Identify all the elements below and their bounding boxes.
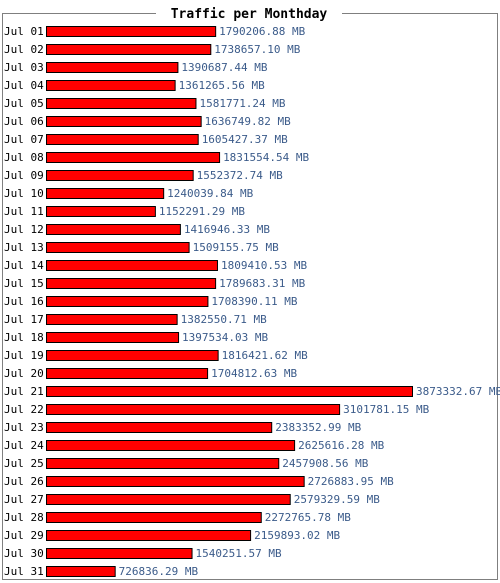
traffic-bar xyxy=(46,422,273,433)
day-label: Jul 08 xyxy=(4,151,44,164)
day-label: Jul 12 xyxy=(4,223,44,236)
day-label: Jul 25 xyxy=(4,457,44,470)
traffic-bar xyxy=(46,296,209,307)
traffic-bar xyxy=(46,530,252,541)
value-label: 1581771.24 MB xyxy=(199,97,285,110)
day-label: Jul 26 xyxy=(4,475,44,488)
chart-title: Traffic per Monthday xyxy=(171,7,328,22)
day-label: Jul 09 xyxy=(4,169,44,182)
value-label: 726836.29 MB xyxy=(119,565,199,578)
chart-title-background xyxy=(156,5,342,21)
day-label: Jul 16 xyxy=(4,295,44,308)
value-label: 1552372.74 MB xyxy=(197,169,283,182)
value-label: 1416946.33 MB xyxy=(184,223,270,236)
traffic-bar xyxy=(46,116,202,127)
day-label: Jul 30 xyxy=(4,547,44,560)
value-label: 2457908.56 MB xyxy=(282,457,368,470)
value-label: 1790206.88 MB xyxy=(219,25,305,38)
value-label: 2726883.95 MB xyxy=(308,475,394,488)
traffic-bar xyxy=(46,26,217,37)
value-label: 3101781.15 MB xyxy=(343,403,429,416)
traffic-bar xyxy=(46,62,179,73)
day-label: Jul 06 xyxy=(4,115,44,128)
traffic-bar xyxy=(46,260,218,271)
value-label: 2579329.59 MB xyxy=(294,493,380,506)
traffic-bar xyxy=(46,98,197,109)
traffic-bar xyxy=(46,278,217,289)
traffic-bar xyxy=(46,548,193,559)
value-label: 1509155.75 MB xyxy=(193,241,279,254)
traffic-bar xyxy=(46,566,116,577)
value-label: 2383352.99 MB xyxy=(275,421,361,434)
value-label: 1152291.29 MB xyxy=(159,205,245,218)
value-label: 1361265.56 MB xyxy=(179,79,265,92)
traffic-bar xyxy=(46,404,341,415)
day-label: Jul 31 xyxy=(4,565,44,578)
traffic-bar xyxy=(46,494,291,505)
value-label: 1809410.53 MB xyxy=(221,259,307,272)
traffic-bar xyxy=(46,134,199,145)
value-label: 1390687.44 MB xyxy=(181,61,267,74)
day-label: Jul 02 xyxy=(4,43,44,56)
value-label: 1831554.54 MB xyxy=(223,151,309,164)
day-label: Jul 24 xyxy=(4,439,44,452)
value-label: 2272765.78 MB xyxy=(265,511,351,524)
traffic-bar xyxy=(46,314,178,325)
day-label: Jul 11 xyxy=(4,205,44,218)
day-label: Jul 10 xyxy=(4,187,44,200)
value-label: 2159893.02 MB xyxy=(254,529,340,542)
day-label: Jul 22 xyxy=(4,403,44,416)
value-label: 2625616.28 MB xyxy=(298,439,384,452)
day-label: Jul 28 xyxy=(4,511,44,524)
traffic-bar xyxy=(46,242,190,253)
traffic-bar xyxy=(46,476,305,487)
value-label: 1816421.62 MB xyxy=(222,349,308,362)
day-label: Jul 03 xyxy=(4,61,44,74)
traffic-bar xyxy=(46,170,194,181)
bars-group: Jul 01 1790206.88 MB Jul 02 1738657.10 MB Ju… xyxy=(4,25,500,578)
value-label: 1382550.71 MB xyxy=(181,313,267,326)
value-label: 3873332.67 MB xyxy=(416,385,500,398)
day-label: Jul 13 xyxy=(4,241,44,254)
day-label: Jul 15 xyxy=(4,277,44,290)
day-label: Jul 05 xyxy=(4,97,44,110)
traffic-bar xyxy=(46,44,212,55)
value-label: 1704812.63 MB xyxy=(211,367,297,380)
traffic-bar xyxy=(46,332,180,343)
traffic-bar xyxy=(46,368,209,379)
day-label: Jul 19 xyxy=(4,349,44,362)
traffic-bar xyxy=(46,386,413,397)
day-label: Jul 29 xyxy=(4,529,44,542)
day-label: Jul 14 xyxy=(4,259,44,272)
traffic-bar xyxy=(46,512,262,523)
traffic-bar xyxy=(46,350,219,361)
value-label: 1738657.10 MB xyxy=(214,43,300,56)
day-label: Jul 21 xyxy=(4,385,44,398)
day-label: Jul 17 xyxy=(4,313,44,326)
value-label: 1397534.03 MB xyxy=(182,331,268,344)
traffic-bar xyxy=(46,152,221,163)
day-label: Jul 18 xyxy=(4,331,44,344)
day-label: Jul 04 xyxy=(4,79,44,92)
day-label: Jul 07 xyxy=(4,133,44,146)
value-label: 1540251.57 MB xyxy=(196,547,282,560)
traffic-bar xyxy=(46,440,296,451)
value-label: 1636749.82 MB xyxy=(205,115,291,128)
traffic-bar xyxy=(46,206,156,217)
value-label: 1789683.31 MB xyxy=(219,277,305,290)
traffic-bar xyxy=(46,224,181,235)
value-label: 1240039.84 MB xyxy=(167,187,253,200)
day-label: Jul 01 xyxy=(4,25,44,38)
value-label: 1708390.11 MB xyxy=(211,295,297,308)
day-label: Jul 20 xyxy=(4,367,44,380)
traffic-bar xyxy=(46,188,165,199)
day-label: Jul 27 xyxy=(4,493,44,506)
traffic-bar xyxy=(46,458,280,469)
day-label: Jul 23 xyxy=(4,421,44,434)
value-label: 1605427.37 MB xyxy=(202,133,288,146)
traffic-bar xyxy=(46,80,176,91)
